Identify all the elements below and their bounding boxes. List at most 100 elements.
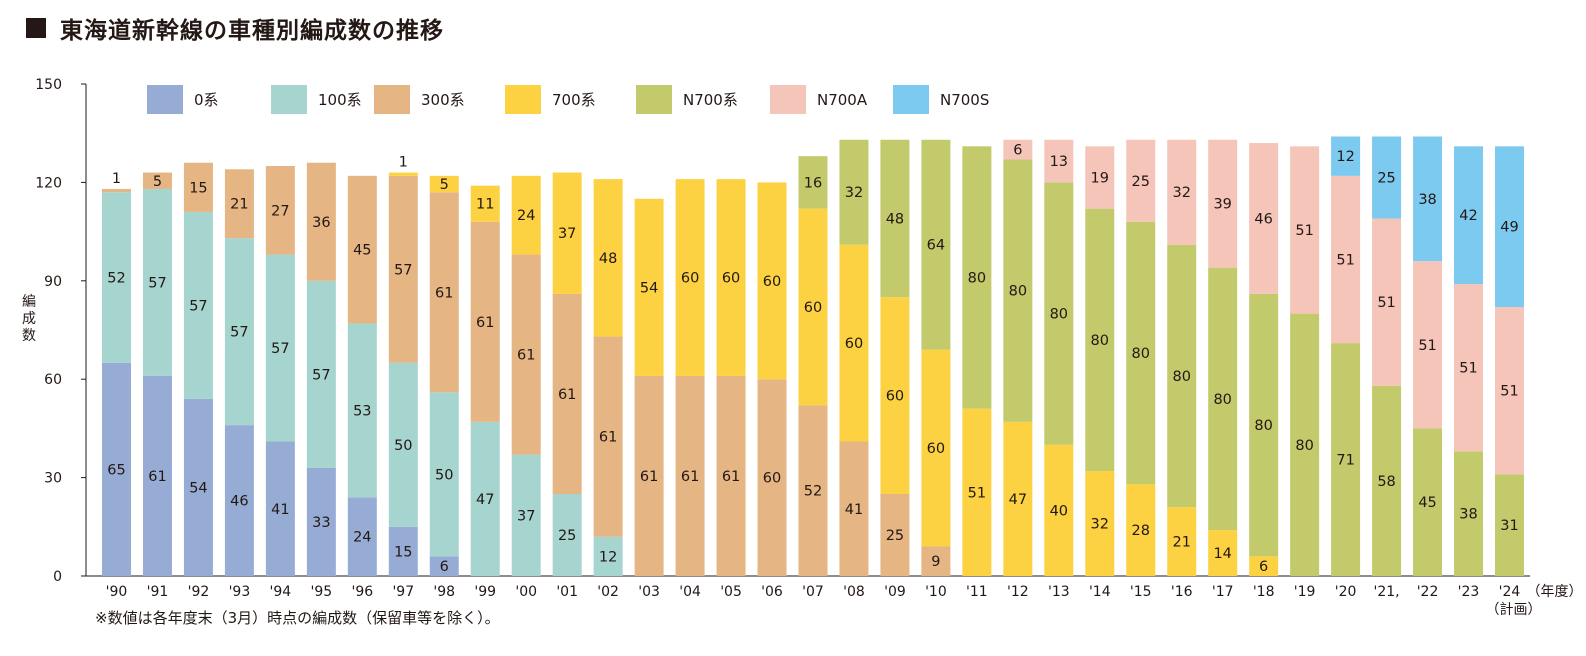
bar-segment [1454,284,1484,452]
data-label: 80 [1213,392,1231,408]
x-tick-label: '01 [556,584,578,600]
legend-swatch [893,85,929,114]
bar-segment [839,441,869,576]
x-tick-label: '92 [188,584,210,600]
bar-segment [757,379,787,576]
bar-segment [511,454,541,576]
bar-segment [470,185,500,222]
data-label: 80 [1009,284,1027,300]
data-label: 14 [1213,546,1231,562]
bar-segment [1413,136,1443,262]
bar-segment [511,175,541,255]
bar-segment [552,293,582,494]
data-label: 27 [271,203,289,219]
bar-segment [306,162,336,281]
x-tick-label: '91 [147,584,169,600]
data-label: 38 [1459,507,1477,523]
data-label: 13 [1050,154,1068,170]
bar-segment [716,179,746,376]
x-tick-label: '90 [106,584,128,600]
data-label: 5 [153,174,162,190]
x-tick-label: '19 [1294,584,1316,600]
y-axis-label-char: 編 [22,294,36,310]
bar-segment [1208,267,1238,531]
data-label: 32 [845,185,863,201]
bar-segment [880,494,910,576]
x-tick-label: '11 [966,584,988,600]
data-label: 5 [440,177,449,193]
x-tick-label: '96 [351,584,373,600]
data-label: 33 [312,515,330,531]
bar-segment [962,146,992,409]
data-label: 64 [927,238,945,254]
data-label: 60 [722,271,740,287]
data-label: 60 [886,389,904,405]
x-tick-label: '02 [597,584,619,600]
legend-label: 300系 [421,91,465,109]
x-tick-label: '15 [1130,584,1152,600]
bar-segment [1003,421,1033,576]
bar-segment [1126,221,1156,485]
bar-segment [1208,139,1238,268]
y-tick-label: 60 [44,372,62,388]
data-label: 51 [1500,384,1518,400]
data-label: 61 [435,285,453,301]
x-tick-label: '98 [433,584,455,600]
x-tick-label: '95 [311,584,333,600]
bar-segment [1167,139,1197,245]
x-tick-label: '17 [1212,584,1234,600]
bar-segment [675,375,705,576]
bar-segment [921,139,951,350]
bar-segment [388,172,418,176]
bar-segment [634,375,664,576]
data-label: 19 [1091,170,1109,186]
bar-segment [1372,136,1402,219]
x-tick-label: '22 [1417,584,1439,600]
bar-segment [224,169,254,239]
bar-segment [102,192,131,363]
x-tick-label: '93 [229,584,251,600]
bar-segment [675,179,705,376]
bar-segment [1290,313,1320,576]
data-label: 61 [599,430,617,446]
data-label: 50 [394,438,412,454]
bar-segment [429,192,459,393]
data-label: 61 [148,469,166,485]
data-label: 51 [1377,295,1395,311]
data-label: 60 [763,471,781,487]
x-tick-label: '21, [1374,584,1400,600]
data-label: 24 [353,530,371,546]
data-label: 6 [1259,559,1268,575]
bar-segment [757,182,787,380]
x-tick-label: '04 [679,584,701,600]
data-label: 46 [1254,211,1272,227]
bar-segment [839,244,869,442]
data-label: 48 [599,251,617,267]
data-label: 52 [107,271,125,287]
bar-segment [1331,175,1361,344]
data-label: 36 [312,215,330,231]
data-label: 80 [1050,307,1068,323]
bar-segment [1126,139,1156,222]
legend-label: N700A [817,91,868,109]
data-label: 41 [845,502,863,518]
bar-segment [1208,530,1238,576]
data-label: 61 [517,348,535,364]
bar-segment [1331,136,1361,176]
bar-segment [470,221,500,422]
bar-segment [1290,146,1320,314]
data-label: 32 [1091,517,1109,533]
bar-segment [1085,471,1115,576]
y-tick-label: 90 [44,274,62,290]
bar-segment [1167,244,1197,508]
data-label: 51 [1418,338,1436,354]
data-label: 1 [399,155,408,171]
bar-segment [1494,307,1524,475]
x-tick-label: '97 [392,584,414,600]
bar-segment [265,166,295,255]
bar-segment [634,198,664,376]
bar-segment [1494,146,1524,308]
bar-segment [1003,159,1033,422]
x-tick-label: '08 [843,584,865,600]
x-tick-label: '14 [1089,584,1111,600]
